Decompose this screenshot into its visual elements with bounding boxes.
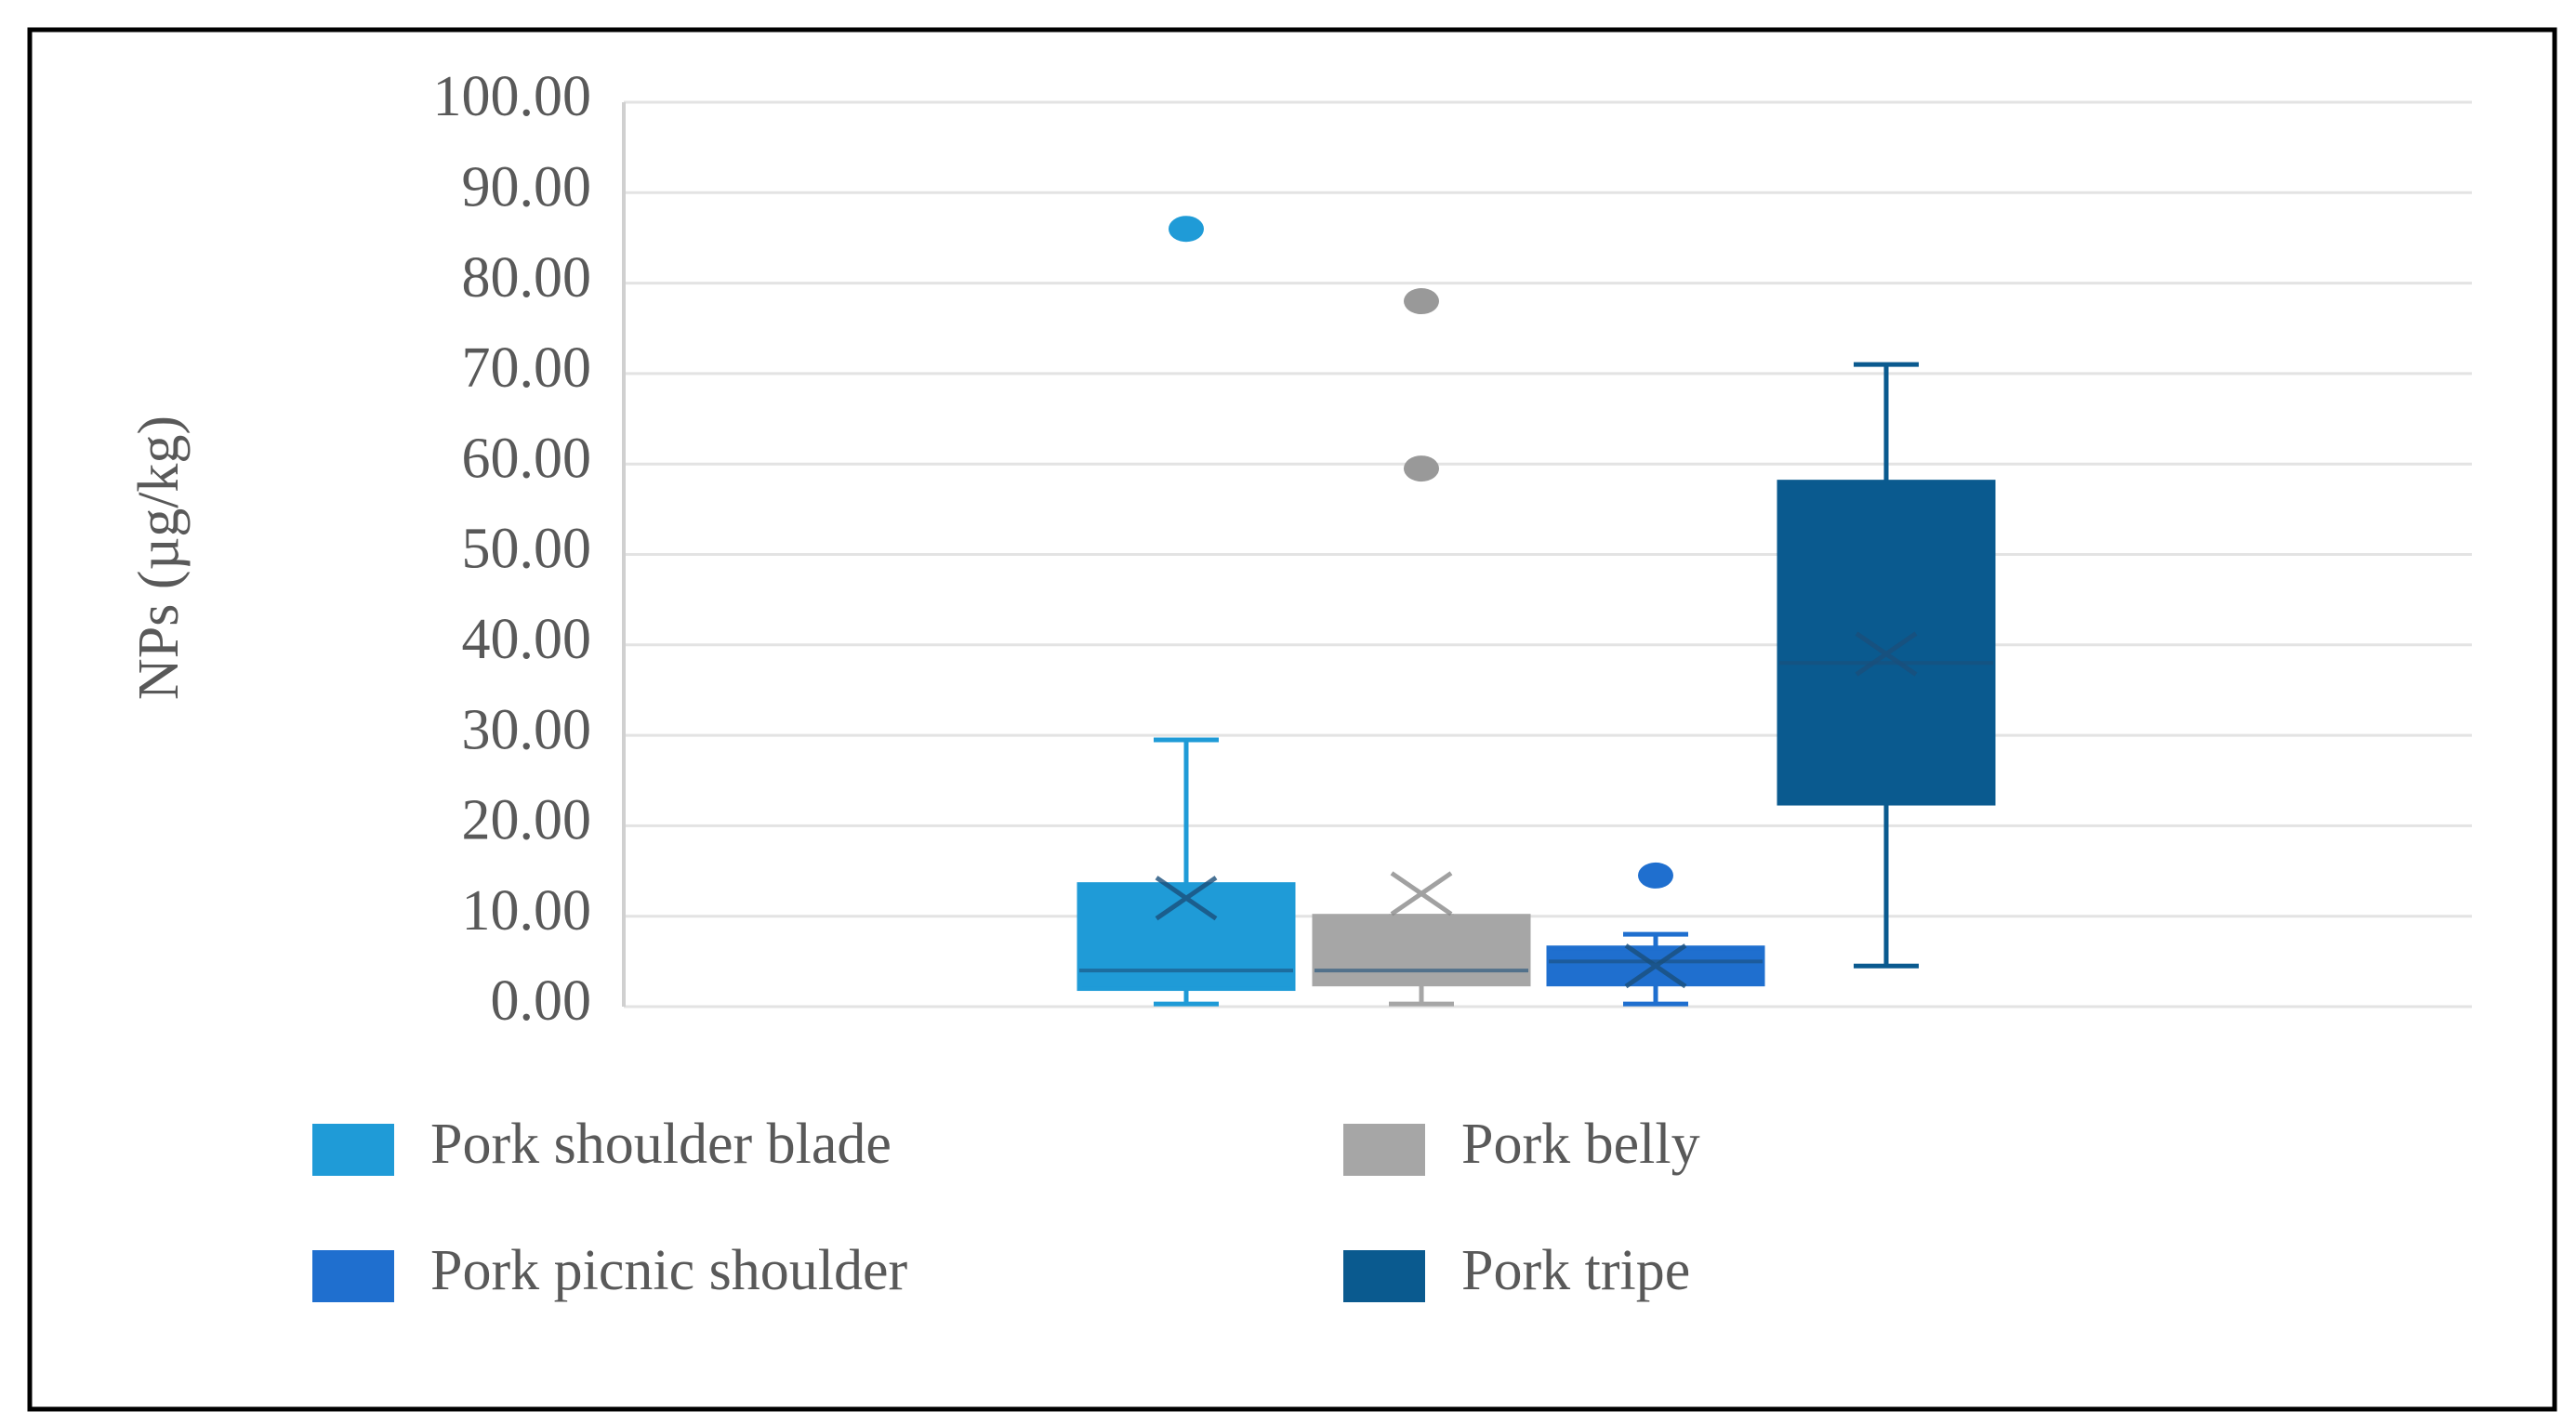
y-tick-label: 90.00 (462, 156, 592, 219)
y-tick-label: 40.00 (462, 608, 592, 671)
outlier (1404, 288, 1439, 315)
mean-marker (1390, 871, 1453, 916)
frame (27, 27, 2557, 1412)
mean-marker (1855, 631, 1918, 677)
outlier (1404, 455, 1439, 482)
legend-label: Pork shoulder blade (430, 1113, 892, 1176)
y-tick-label: 80.00 (462, 246, 592, 310)
legend-swatch (1343, 1250, 1425, 1302)
legend-label: Pork picnic shoulder (430, 1239, 907, 1302)
mean-marker (1624, 943, 1687, 989)
y-tick-label: 20.00 (462, 789, 592, 852)
legend-swatch (312, 1124, 394, 1176)
outlier (1638, 862, 1673, 889)
outlier (1169, 216, 1204, 243)
legend-label: Pork tripe (1461, 1239, 1690, 1302)
y-tick-label: 30.00 (462, 698, 592, 761)
legend-label: Pork belly (1461, 1113, 1700, 1176)
box (1777, 480, 1996, 806)
y-axis-label: NPs (µg/kg) (127, 415, 191, 700)
legend-swatch (1343, 1124, 1425, 1176)
box (1312, 914, 1531, 987)
legend-swatch (312, 1250, 394, 1302)
y-tick-label: 0.00 (491, 969, 592, 1033)
y-tick-label: 60.00 (462, 427, 592, 490)
mean-marker (1155, 876, 1218, 921)
y-tick-label: 50.00 (462, 518, 592, 581)
y-tick-label: 100.00 (433, 65, 592, 128)
y-tick-label: 10.00 (462, 879, 592, 943)
y-tick-label: 70.00 (462, 336, 592, 400)
